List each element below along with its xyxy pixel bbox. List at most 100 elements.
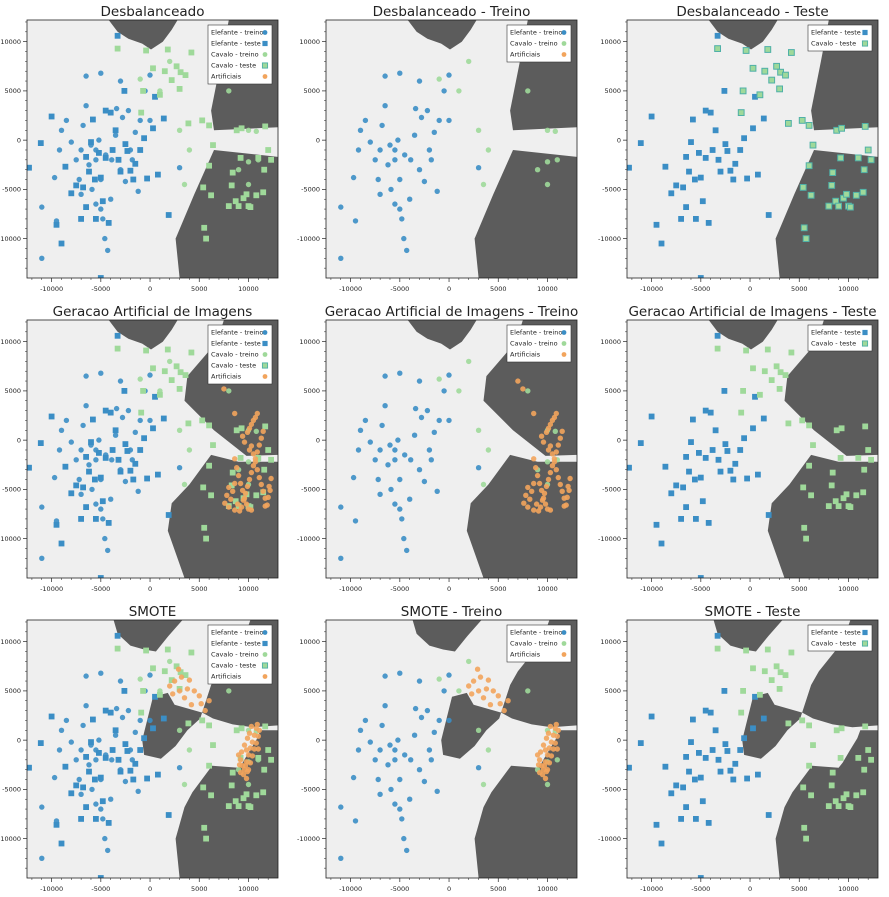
point-elefante-teste (658, 240, 665, 247)
y-tick-label: 0 (17, 436, 21, 444)
point-elefante-treino (424, 407, 431, 414)
point-cavalo-treino (436, 76, 442, 82)
point-artificial (546, 760, 553, 766)
point-elefante-treino (392, 201, 398, 207)
point-elefante-teste (155, 471, 161, 478)
point-cavalo-treino (485, 747, 492, 753)
legend-label: Cavalo - teste (811, 40, 856, 48)
point-elefante-teste (702, 407, 709, 414)
point-artificial (262, 503, 268, 509)
point-cavalo-teste (738, 409, 745, 416)
x-tick-label: 10000 (838, 585, 859, 593)
point-artificial (267, 487, 273, 494)
point-cavalo-teste (201, 524, 208, 531)
point-elefante-teste (648, 113, 655, 120)
point-cavalo-teste (740, 388, 746, 394)
point-elefante-treino (98, 806, 104, 812)
point-cavalo-teste (805, 162, 813, 170)
x-tick-label: -5000 (91, 285, 110, 293)
point-elefante-teste (132, 760, 139, 767)
point-elefante-teste (683, 454, 689, 460)
point-cavalo-teste (157, 691, 163, 698)
point-cavalo-teste (825, 803, 832, 809)
decision-region (108, 20, 178, 50)
point-elefante-teste (96, 450, 102, 456)
point-elefante-treino (109, 457, 115, 463)
point-cavalo-teste (805, 122, 813, 129)
legend-label: Elefante - teste (211, 340, 261, 348)
point-cavalo-treino (245, 127, 252, 133)
point-cavalo-treino (245, 159, 252, 165)
x-tick-label: 0 (447, 285, 451, 293)
point-cavalo-teste (229, 169, 236, 176)
point-elefante-treino (39, 255, 45, 261)
legend-label: Cavalo - teste (811, 340, 856, 348)
point-elefante-teste (68, 790, 75, 797)
point-elefante-treino (83, 673, 89, 679)
point-elefante-treino (338, 804, 344, 810)
point-cavalo-teste (143, 347, 149, 354)
y-tick-label: -10000 (598, 835, 621, 843)
legend-label: Elefante - teste (811, 29, 861, 37)
x-tick-label: 5000 (490, 885, 507, 893)
point-cavalo-teste (176, 386, 183, 392)
point-elefante-teste (78, 516, 84, 522)
point-artificial (541, 490, 548, 496)
point-elefante-teste (688, 139, 694, 145)
chart-panel-1: -10000 -5000 0 5000 10000 -10000 -5000 0 5000 100… (0, 4, 279, 293)
chart-panel-3: -10000 -5000 0 5000 10000 -10000 -5000 0 5000 100… (598, 4, 879, 293)
point-cavalo-teste (742, 47, 750, 54)
point-cavalo-treino (181, 781, 188, 788)
point-artificial (256, 442, 262, 448)
point-cavalo-teste (853, 492, 860, 499)
point-elefante-treino (56, 747, 63, 753)
point-cavalo-treino (552, 428, 558, 434)
point-cavalo-teste (782, 71, 789, 79)
point-cavalo-teste (800, 484, 807, 491)
point-cavalo-teste (157, 391, 163, 398)
point-elefante-teste (673, 782, 680, 789)
point-elefante-teste (696, 150, 702, 156)
point-artificial (234, 501, 241, 507)
point-artificial (242, 763, 249, 769)
y-tick-label: -10000 (297, 235, 320, 243)
point-cavalo-teste (777, 669, 784, 676)
point-elefante-treino (367, 739, 373, 745)
plot-frame (626, 19, 879, 279)
legend-marker (262, 352, 268, 357)
legend: Elefante - teste Cavalo - teste (807, 624, 873, 652)
legend-label: Cavalo - treino (211, 351, 259, 359)
point-cavalo-teste (809, 141, 817, 149)
point-artificial (555, 474, 561, 481)
point-artificial (196, 693, 202, 699)
point-cavalo-treino (181, 181, 188, 188)
point-elefante-teste (83, 504, 89, 510)
point-cavalo-teste (255, 455, 262, 461)
point-elefante-treino (397, 476, 403, 483)
point-cavalo-teste (262, 723, 269, 730)
point-cavalo-teste (800, 784, 807, 791)
point-artificial (551, 456, 558, 462)
point-elefante-teste (83, 804, 89, 810)
point-elefante-treino (402, 152, 408, 158)
point-elefante-teste (707, 109, 714, 116)
point-elefante-teste (717, 768, 724, 775)
point-cavalo-teste (806, 722, 812, 729)
point-elefante-treino (73, 757, 79, 763)
point-elefante-treino (105, 847, 111, 854)
point-cavalo-teste (867, 156, 875, 164)
point-elefante-teste (90, 716, 96, 723)
point-elefante-teste (152, 393, 158, 400)
legend-marker (561, 630, 567, 635)
point-elefante-treino (436, 717, 442, 724)
point-cavalo-teste (265, 747, 272, 753)
point-elefante-treino (98, 206, 104, 212)
point-artificial (198, 701, 204, 707)
point-elefante-treino (385, 162, 391, 168)
point-elefante-treino (51, 474, 58, 481)
point-elefante-treino (379, 122, 385, 129)
point-cavalo-treino (186, 147, 193, 153)
point-cavalo-teste (835, 202, 843, 210)
y-tick-label: -5000 (301, 786, 320, 794)
